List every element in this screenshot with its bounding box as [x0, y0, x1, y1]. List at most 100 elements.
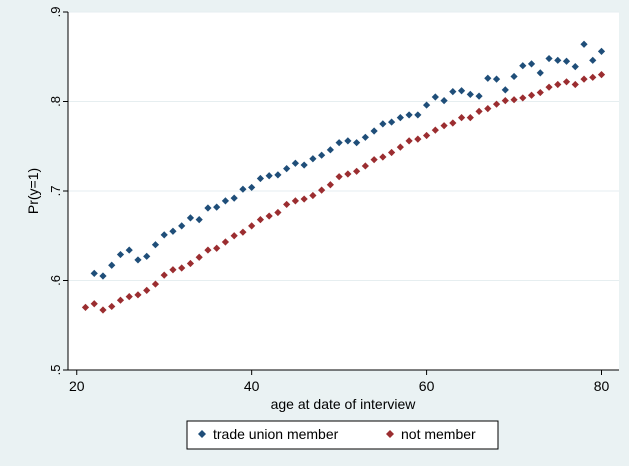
point-not-member [562, 78, 571, 86]
point-trade-union-member [151, 241, 160, 249]
point-not-member [492, 100, 501, 108]
point-trade-union-member [265, 172, 273, 180]
point-trade-union-member [90, 269, 98, 277]
point-trade-union-member [108, 261, 116, 269]
point-not-member [536, 88, 544, 97]
point-not-member [335, 173, 343, 181]
point-not-member [300, 195, 308, 203]
point-not-member [195, 253, 203, 261]
point-trade-union-member [291, 159, 299, 167]
point-trade-union-member [230, 194, 238, 202]
point-trade-union-member [519, 62, 527, 70]
point-trade-union-member [457, 87, 466, 95]
x-tick-label: 20 [69, 378, 85, 394]
point-trade-union-member [239, 185, 247, 193]
point-trade-union-member [449, 88, 457, 96]
point-trade-union-member [536, 69, 544, 77]
point-not-member [291, 197, 299, 205]
point-not-member [309, 191, 317, 200]
point-not-member [204, 246, 212, 254]
point-not-member [265, 212, 273, 220]
point-trade-union-member [597, 47, 606, 55]
point-not-member [580, 75, 588, 83]
point-not-member [143, 286, 151, 294]
point-trade-union-member [562, 57, 571, 65]
point-trade-union-member [116, 250, 125, 259]
point-not-member [90, 300, 98, 308]
point-trade-union-member [134, 256, 142, 264]
point-trade-union-member [554, 56, 562, 64]
point-trade-union-member [492, 75, 501, 83]
point-not-member [256, 216, 265, 224]
point-not-member [151, 280, 160, 288]
point-trade-union-member [221, 197, 230, 205]
point-not-member [134, 291, 142, 299]
y-tick-label: .5 [48, 365, 63, 376]
grid-layer [68, 11, 619, 281]
point-trade-union-member [213, 203, 221, 211]
point-not-member [501, 97, 509, 105]
point-trade-union-member [283, 165, 291, 173]
point-trade-union-member [186, 214, 195, 222]
y-axis-label: Pr(y=1) [25, 168, 41, 214]
point-not-member [379, 153, 387, 161]
point-trade-union-member [527, 60, 536, 68]
point-trade-union-member [571, 62, 579, 71]
point-trade-union-member [335, 139, 343, 147]
point-not-member [475, 107, 483, 115]
point-trade-union-member [422, 101, 431, 109]
point-not-member [353, 167, 361, 175]
point-not-member [510, 96, 518, 104]
point-not-member [519, 94, 527, 102]
point-not-member [396, 143, 404, 151]
point-trade-union-member [475, 92, 483, 100]
point-not-member [160, 271, 168, 279]
point-trade-union-member [405, 111, 413, 119]
point-not-member [108, 302, 116, 311]
x-axis-label: age at date of interview [271, 396, 417, 412]
point-not-member [440, 122, 448, 130]
point-not-member [414, 135, 422, 143]
point-trade-union-member [414, 111, 422, 119]
point-not-member [405, 137, 413, 145]
point-not-member [213, 244, 221, 252]
point-trade-union-member [99, 272, 107, 280]
point-trade-union-member [195, 216, 203, 224]
point-trade-union-member [204, 204, 212, 212]
point-trade-union-member [248, 183, 256, 192]
point-not-member [571, 80, 579, 89]
point-not-member [318, 186, 326, 194]
point-not-member [169, 266, 177, 274]
point-not-member [221, 238, 230, 246]
point-trade-union-member [466, 90, 474, 98]
point-layer [81, 40, 606, 314]
point-trade-union-member [589, 56, 597, 64]
point-trade-union-member [440, 97, 448, 105]
point-trade-union-member [300, 161, 308, 169]
legend: trade union member not member [186, 420, 499, 450]
point-trade-union-member [388, 118, 396, 126]
point-trade-union-member [580, 40, 588, 48]
point-not-member [545, 83, 553, 91]
point-not-member [230, 232, 238, 240]
point-not-member [589, 73, 597, 81]
point-not-member [466, 114, 474, 122]
point-not-member [274, 208, 282, 217]
point-trade-union-member [361, 133, 369, 141]
legend-box [186, 420, 499, 450]
point-not-member [125, 293, 133, 301]
tick-layer: .5 .6 .7 .8 .9 20 40 60 80 [48, 7, 610, 394]
x-tick-label: 60 [419, 378, 435, 394]
point-not-member [344, 170, 352, 178]
point-trade-union-member [501, 86, 509, 94]
point-trade-union-member [379, 120, 387, 128]
point-trade-union-member [160, 231, 168, 239]
point-not-member [248, 222, 256, 230]
legend-label-trade-union-member: trade union member [213, 426, 339, 442]
point-trade-union-member [545, 54, 553, 63]
x-tick-label: 80 [594, 378, 610, 394]
point-not-member [449, 119, 457, 127]
point-not-member [484, 105, 492, 113]
